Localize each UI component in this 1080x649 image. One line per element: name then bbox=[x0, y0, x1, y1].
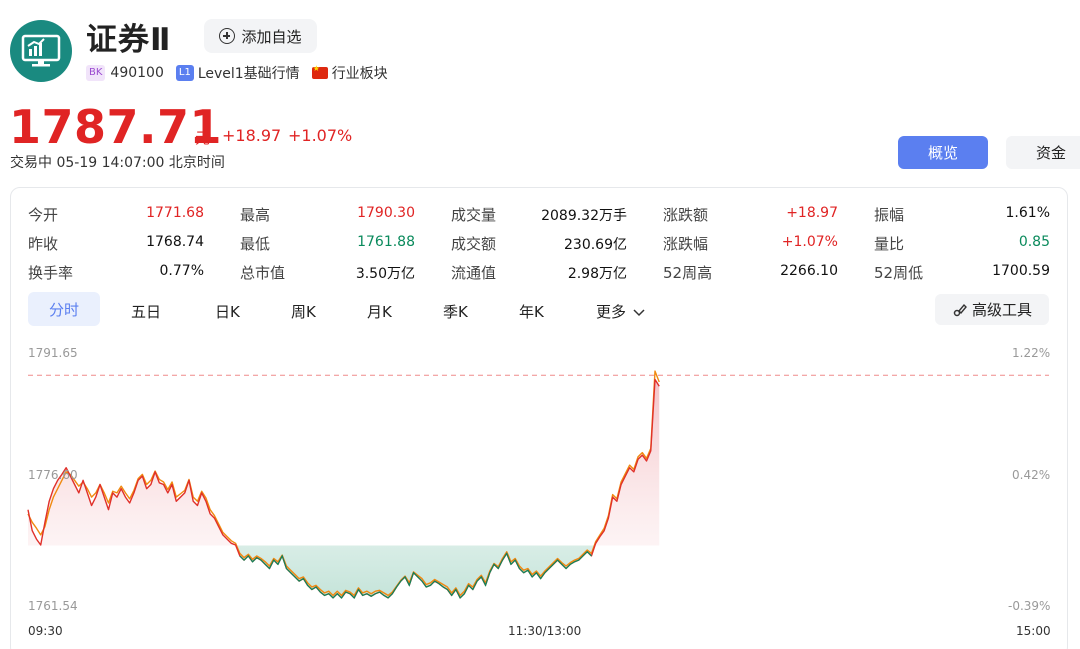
advanced-tools-button[interactable]: 高级工具 bbox=[935, 294, 1049, 325]
industry-label: 行业板块 bbox=[331, 66, 388, 82]
y-right-tick-top: 1.22% bbox=[1012, 346, 1051, 360]
stat-label: 总市值 bbox=[240, 264, 286, 282]
price-change-percent: +1.07% bbox=[288, 126, 353, 145]
level1-label: Level1基础行情 bbox=[197, 66, 300, 82]
stat-label: 52周低 bbox=[874, 264, 924, 282]
stat-label: 振幅 bbox=[874, 206, 905, 224]
add-to-watchlist-button[interactable]: 添加自选 bbox=[204, 19, 317, 53]
chevron-down-icon bbox=[633, 309, 645, 317]
price-change: +18.97 bbox=[222, 126, 282, 145]
tab-intraday[interactable]: 分时 bbox=[28, 292, 100, 326]
stat-value: 0.85 bbox=[1018, 234, 1050, 250]
stat-value: 2.98万亿 bbox=[567, 266, 627, 282]
area-above-reference bbox=[28, 379, 660, 546]
add-to-watchlist-label: 添加自选 bbox=[241, 27, 302, 46]
stat-label: 量比 bbox=[874, 235, 905, 253]
avg-price-line bbox=[27, 370, 660, 597]
level1-tag[interactable]: L1 Level1基础行情 bbox=[175, 63, 300, 83]
stat-label: 换手率 bbox=[28, 264, 74, 282]
stat-value: 2089.32万手 bbox=[541, 208, 627, 224]
stat-value: +18.97 bbox=[786, 205, 838, 221]
stat-label: 52周高 bbox=[663, 264, 713, 282]
stat-value: 1790.30 bbox=[357, 205, 415, 221]
trading-status: 交易中 05-19 14:07:00 北京时间 bbox=[10, 155, 225, 171]
y-right-tick-mid: 0.42% bbox=[1012, 468, 1051, 482]
y-right-tick-bottom: -0.39% bbox=[1008, 599, 1051, 613]
sector-tags: BK 490100 L1 Level1基础行情 行业板块 bbox=[86, 63, 400, 83]
x-tick-close: 15:00 bbox=[1016, 624, 1051, 638]
y-left-tick-top: 1791.65 bbox=[28, 346, 78, 360]
area-below-reference bbox=[28, 545, 660, 598]
stat-label: 最低 bbox=[240, 235, 271, 253]
stat-value: 1700.59 bbox=[992, 263, 1050, 279]
y-left-tick-bottom: 1761.54 bbox=[28, 599, 78, 613]
stat-value: 1761.88 bbox=[357, 234, 415, 250]
stat-value: 230.69亿 bbox=[564, 237, 627, 253]
china-flag-icon bbox=[311, 64, 328, 79]
plus-circle-icon bbox=[219, 28, 236, 44]
last-price: 1787.71 bbox=[9, 100, 223, 154]
price-unit: 元 bbox=[195, 129, 211, 147]
page-title: 证券Ⅱ bbox=[86, 22, 172, 58]
industry-tag[interactable]: 行业板块 bbox=[311, 63, 388, 83]
advanced-tools-label: 高级工具 bbox=[971, 301, 1032, 319]
sector-code-tag: BK 490100 bbox=[86, 65, 164, 81]
stat-value: 1.61% bbox=[1005, 205, 1050, 221]
drawing-tools-icon bbox=[953, 303, 967, 316]
tab-five-day[interactable]: 五日 bbox=[131, 303, 162, 321]
tab-overview[interactable]: 概览 bbox=[898, 136, 988, 169]
price-line-below-reference bbox=[239, 550, 592, 599]
stat-value: 1768.74 bbox=[146, 234, 204, 250]
stat-value: 3.50万亿 bbox=[355, 266, 415, 282]
stat-label: 昨收 bbox=[28, 235, 59, 253]
bk-badge: BK bbox=[86, 65, 106, 81]
stat-value: +1.07% bbox=[781, 234, 838, 250]
stat-label: 最高 bbox=[240, 206, 271, 224]
stat-label: 涨跌额 bbox=[663, 206, 709, 224]
tab-funds[interactable]: 资金 bbox=[1006, 136, 1080, 169]
stat-value: 0.77% bbox=[159, 263, 204, 279]
tab-daily-k[interactable]: 日K bbox=[215, 303, 240, 321]
tab-weekly-k[interactable]: 周K bbox=[291, 303, 316, 321]
stat-label: 涨跌幅 bbox=[663, 235, 709, 253]
tab-monthly-k[interactable]: 月K bbox=[367, 303, 392, 321]
tab-yearly-k[interactable]: 年K bbox=[519, 303, 544, 321]
chart-board-icon bbox=[21, 34, 61, 67]
l1-badge: L1 bbox=[175, 65, 194, 81]
stat-label: 今开 bbox=[28, 206, 59, 224]
x-tick-midday: 11:30/13:00 bbox=[508, 624, 582, 638]
stat-label: 成交量 bbox=[451, 206, 497, 224]
y-left-tick-mid: 1776.60 bbox=[28, 468, 78, 482]
stat-value: 2266.10 bbox=[780, 263, 838, 279]
tab-more[interactable]: 更多 bbox=[596, 301, 645, 322]
sector-logo bbox=[10, 20, 72, 82]
sector-code: 490100 bbox=[110, 65, 164, 81]
tab-quarterly-k[interactable]: 季K bbox=[443, 303, 468, 321]
stat-label: 成交额 bbox=[451, 235, 497, 253]
x-tick-open: 09:30 bbox=[28, 624, 63, 638]
stat-label: 流通值 bbox=[451, 264, 497, 282]
tab-more-label: 更多 bbox=[596, 303, 627, 321]
stat-value: 1771.68 bbox=[146, 205, 204, 221]
